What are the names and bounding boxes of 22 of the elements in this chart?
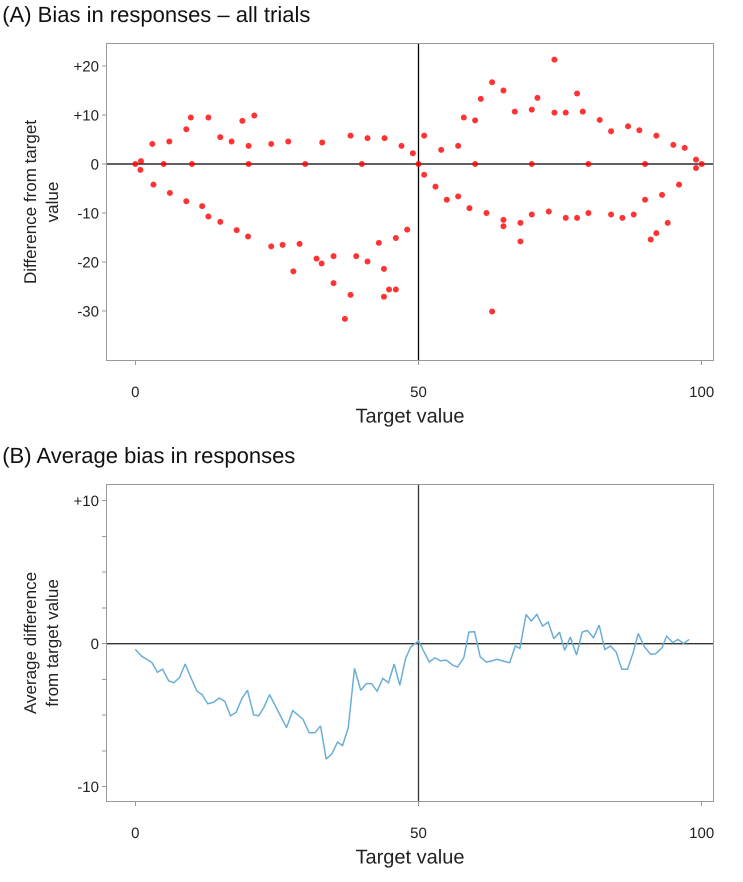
x-tick-label: 50 [410, 384, 427, 401]
x-axis-title: Target value [356, 846, 464, 868]
y-tick-label: -20 [77, 254, 99, 272]
y-tick-label: +20 [74, 58, 99, 76]
x-tick-label: 50 [410, 825, 427, 842]
y-tick-label: +10 [74, 107, 99, 124]
x-tick-label: 0 [131, 825, 140, 842]
x-tick-label: 100 [689, 384, 714, 401]
y-tick-label: 0 [90, 636, 99, 653]
chart-title: (A) Bias in responses – all trials [2, 2, 310, 28]
y-axis-title: Average difference from target value [20, 572, 62, 714]
y-tick-label: +10 [74, 492, 99, 510]
x-axis-title: Target value [356, 406, 464, 428]
chart-title: (B) Average bias in responses [2, 443, 296, 468]
y-tick-label: -10 [77, 778, 99, 796]
y-tick-label: 0 [90, 156, 99, 174]
y-tick-label: -30 [77, 303, 99, 320]
y-axis-title: Difference from target value [20, 120, 62, 284]
x-tick-label: 0 [131, 384, 140, 401]
x-tick-label: 100 [689, 825, 714, 842]
y-tick-label: -10 [77, 205, 99, 222]
line-series [134, 614, 690, 760]
